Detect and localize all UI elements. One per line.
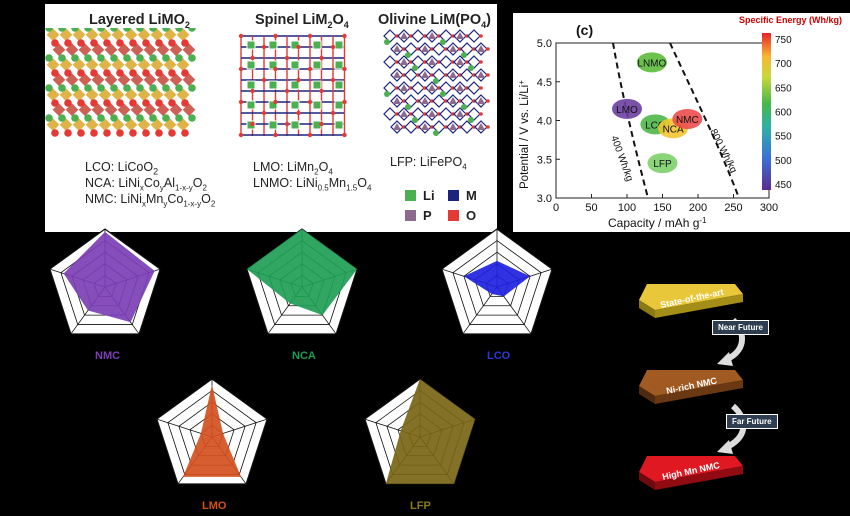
radar-area-nca <box>246 229 358 316</box>
legend-p-label: P <box>423 208 432 223</box>
colorbar-tick-label: 600 <box>775 108 792 119</box>
arrow-near-future-head <box>717 352 733 366</box>
far-future-tag: Far Future <box>726 414 778 429</box>
axis-ticks: 0 50 100 150 200 250 300 5.0 4.5 4.0 3.5 3.0 <box>537 38 778 214</box>
legend-o-swatch <box>448 210 459 221</box>
radar-lfp <box>364 378 476 485</box>
lfp-formula: LFP: LiFePO4 <box>390 155 467 172</box>
x-tick-label: 300 <box>760 202 778 214</box>
radar-grid-ring <box>463 251 531 316</box>
legend-m-swatch <box>448 190 459 201</box>
near-future-tag: Near Future <box>712 320 769 335</box>
point-label-nca: NCA <box>663 124 684 135</box>
lmo-formula: LMO: LiMn2O4 <box>253 160 333 177</box>
radar-axis-label-power: Power <box>288 221 314 231</box>
point-label-lnmo: LNMO <box>637 58 666 69</box>
radar-label-lfp: LFP <box>410 500 431 512</box>
spinel-title: Spinel LiM2O4 <box>255 12 349 30</box>
iso-400-label: 400 Wh/kg <box>608 134 635 183</box>
lco-formula: LCO: LiCoO2 <box>85 160 159 177</box>
x-tick-label: 150 <box>653 202 671 214</box>
legend-li-label: Li <box>423 188 435 203</box>
colorbar-tick-label: 550 <box>775 132 792 143</box>
radar-axis-label-power: Power <box>91 221 117 231</box>
point-label-nmc: NMC <box>676 115 699 126</box>
layered-lattice <box>45 28 196 137</box>
colorbar-ticks: 750 700 650 600 550 500 450 <box>775 35 792 191</box>
legend-o-label: O <box>466 208 477 223</box>
iso-800-label: 800 Wh/kg <box>707 127 739 175</box>
point-lmo <box>612 98 642 119</box>
roadmap-step-2: Ni-rich NMC <box>639 370 743 404</box>
olivine-lattice <box>383 29 490 136</box>
colorbar-tick-label: 750 <box>775 35 792 46</box>
y-tick-label: 5.0 <box>537 38 552 50</box>
olivine-title: Olivine LiM(PO4) <box>378 12 491 30</box>
panel-top-border <box>45 0 497 4</box>
radar-axis-label-power: Po <box>483 221 494 231</box>
x-tick-label: 50 <box>585 202 597 214</box>
point-label-lfp: LFP <box>653 159 672 170</box>
colorbar-title: Specific Energy (Wh/kg) <box>739 15 842 25</box>
spinel-lattice <box>238 33 347 138</box>
roadmap-step-1: State-of-the-art <box>639 284 743 318</box>
colorbar-tick-label: 500 <box>775 156 792 167</box>
point-label-lco: LCO <box>645 120 666 131</box>
legend-m-label: M <box>466 188 477 203</box>
specific-energy-panel: (c) Specific Energy (Wh/kg) 750 700 650 600… <box>513 13 850 232</box>
crystal-structure-panel: Layered LiMO2 Spinel LiM2O4 Olivine LiM(… <box>45 0 497 232</box>
radar-label-lmo: LMO <box>202 500 227 512</box>
y-tick-label: 4.5 <box>537 77 552 89</box>
crystal-lattice-drawings <box>45 28 490 138</box>
nca-formula: NCA: LiNixCoyAl1-x-yO2 <box>85 176 207 193</box>
x-tick-label: 100 <box>618 202 636 214</box>
radar-label-lco: LCO <box>487 350 511 362</box>
arrow-far-future-head <box>717 440 733 454</box>
x-axis-label: Capacity / mAh g-1 <box>608 216 707 231</box>
radar-lco <box>441 228 553 335</box>
radar-label-nca: NCA <box>292 350 316 362</box>
roadmap-step-3: High Mn NMC <box>639 456 743 490</box>
y-axis-label: Potential / V vs. Li/Li+ <box>517 80 532 189</box>
roadmap-diagram: State-of-the-art Ni-rich NMC High Mn NMC <box>639 284 747 490</box>
point-nmc <box>672 108 703 129</box>
x-tick-label: 0 <box>553 202 559 214</box>
radar-nca <box>246 228 358 335</box>
y-tick-label: 4.0 <box>537 116 552 128</box>
point-label-lmo: LMO <box>616 105 638 116</box>
radar-axis <box>462 286 498 335</box>
radar-area-lmo <box>183 384 241 477</box>
radar-label-nmc: NMC <box>95 350 121 362</box>
y-tick-label: 3.5 <box>537 154 552 166</box>
radar-lmo <box>156 378 268 485</box>
iso-800-line <box>669 42 740 199</box>
radar-area-lfp <box>385 379 476 484</box>
radar-area-nmc <box>63 231 155 323</box>
point-lnmo <box>636 52 667 73</box>
legend-p-swatch <box>405 210 416 221</box>
point-lfp <box>647 153 678 174</box>
radar-grid-ring <box>452 240 542 325</box>
colorbar <box>762 33 771 190</box>
radar-area-lco <box>463 260 531 297</box>
x-tick-label: 200 <box>689 202 707 214</box>
lnmo-formula: LNMO: LiNi0.5Mn1.5O4 <box>253 176 372 193</box>
x-tick-label: 250 <box>724 202 742 214</box>
colorbar-tick-label: 450 <box>775 180 792 191</box>
legend-li-swatch <box>405 190 416 201</box>
y-tick-label: 3.0 <box>537 193 552 205</box>
radar-nmc <box>49 228 161 335</box>
layered-title: Layered LiMO2 <box>89 12 190 30</box>
panel-label: (c) <box>576 22 593 38</box>
colorbar-tick-label: 650 <box>775 83 792 94</box>
colorbar-tick-label: 700 <box>775 59 792 70</box>
nmc-formula: NMC: LiNixMnyCo1-x-yO2 <box>85 192 216 209</box>
energy-scatter-chart: (c) Specific Energy (Wh/kg) 750 700 650 600… <box>517 15 843 231</box>
